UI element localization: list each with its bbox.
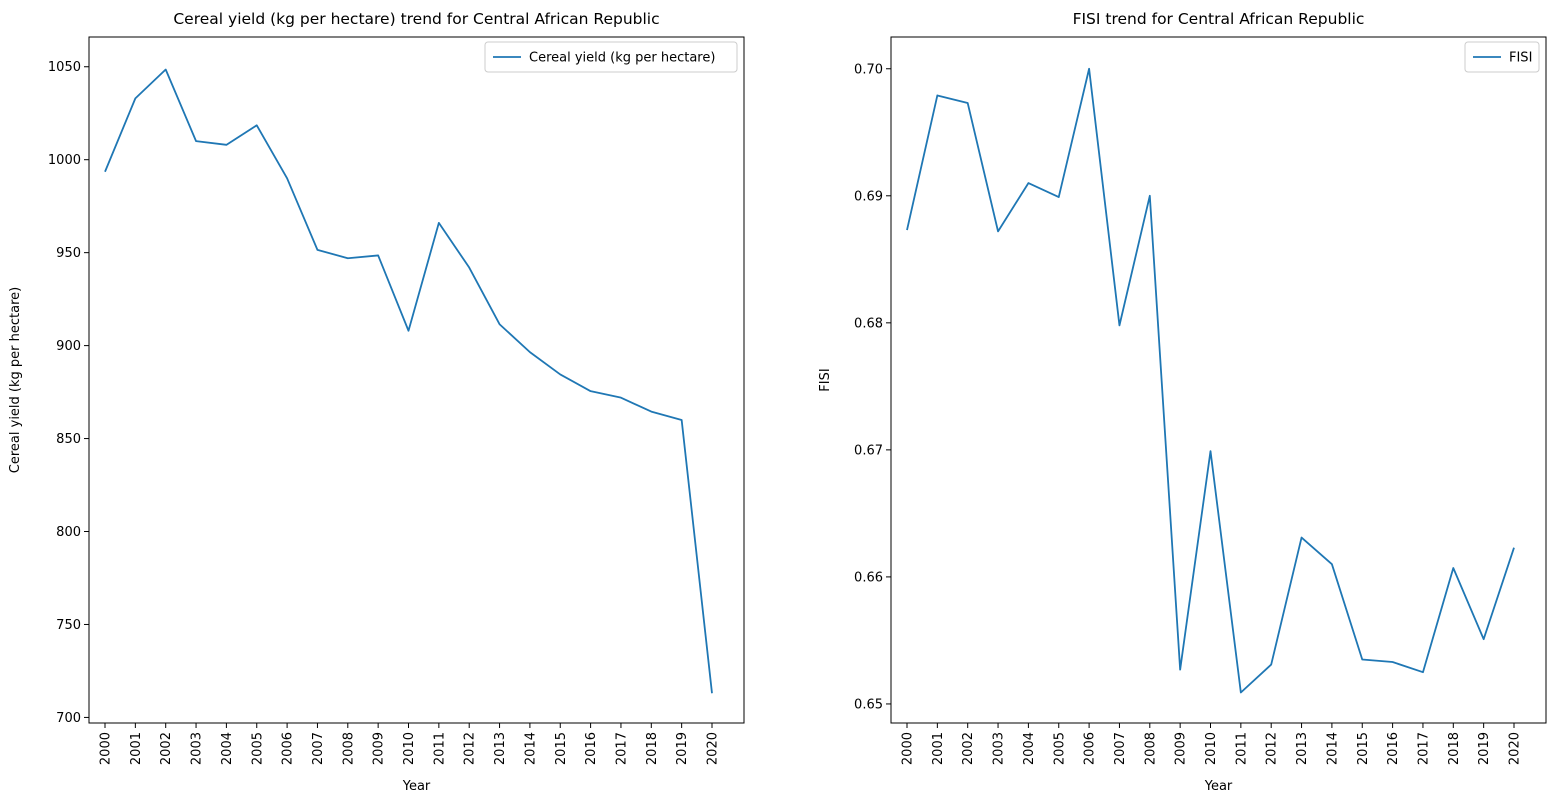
cereal-yield-chart: Cereal yield (kg per hectare) trend for …	[8, 10, 745, 794]
x-tick-label: 2015	[554, 732, 569, 765]
x-tick-label: 2000	[901, 732, 916, 765]
y-tick-label: 950	[56, 246, 81, 261]
y-tick-label: 900	[56, 339, 81, 354]
y-tick-label: 1000	[48, 153, 81, 168]
x-tick-label: 2020	[1508, 732, 1523, 765]
x-tick-label: 2009	[372, 732, 387, 765]
y-tick-label: 850	[56, 432, 81, 447]
y-axis-label: FISI	[818, 368, 833, 391]
y-tick-label: 0.68	[854, 316, 883, 331]
legend-label: FISI	[1509, 51, 1532, 66]
x-tick-label: 2015	[1356, 732, 1371, 765]
x-tick-label: 2003	[190, 732, 205, 765]
x-tick-label: 2006	[1083, 732, 1098, 765]
x-tick-label: 2001	[129, 732, 144, 765]
x-tick-label: 2017	[614, 732, 629, 765]
x-tick-label: 2017	[1416, 732, 1431, 765]
x-tick-label: 2008	[341, 732, 356, 765]
x-tick-label: 2019	[675, 732, 690, 765]
x-tick-label: 2007	[311, 732, 326, 765]
x-tick-label: 2018	[645, 732, 660, 765]
x-axis-label: Year	[1204, 779, 1233, 794]
y-tick-label: 750	[56, 618, 81, 633]
x-tick-label: 2020	[706, 732, 721, 765]
x-tick-label: 2002	[159, 732, 174, 765]
x-tick-label: 2012	[1265, 732, 1280, 765]
y-tick-label: 0.67	[854, 443, 883, 458]
y-tick-label: 0.66	[854, 570, 883, 585]
x-tick-label: 2009	[1174, 732, 1189, 765]
x-tick-label: 2005	[1052, 732, 1067, 765]
fisi-chart: FISI trend for Central African Republic Y…	[818, 10, 1547, 794]
x-tick-label: 2016	[1386, 732, 1401, 765]
legend-label: Cereal yield (kg per hectare)	[529, 51, 715, 66]
x-tick-label: 2013	[493, 732, 508, 765]
series-line	[104, 68, 713, 694]
y-tick-label: 0.70	[854, 62, 883, 77]
y-tick-label: 0.69	[854, 189, 883, 204]
x-tick-label: 2007	[1113, 732, 1128, 765]
x-tick-label: 2004	[220, 732, 235, 765]
x-tick-label: 2005	[250, 732, 265, 765]
x-tick-label: 2012	[463, 732, 478, 765]
x-tick-label: 2019	[1477, 732, 1492, 765]
x-tick-label: 2010	[1204, 732, 1219, 765]
y-tick-label: 700	[56, 711, 81, 726]
series-line	[906, 67, 1515, 694]
plot-frame	[890, 36, 1547, 724]
y-tick-label: 800	[56, 525, 81, 540]
x-tick-label: 2018	[1447, 732, 1462, 765]
x-tick-label: 2001	[931, 732, 946, 765]
y-tick-label: 1050	[48, 60, 81, 75]
x-tick-label: 2000	[99, 732, 114, 765]
chart-title: FISI trend for Central African Republic	[1073, 10, 1365, 28]
plot-frame	[88, 36, 745, 724]
x-tick-label: 2003	[992, 732, 1007, 765]
x-tick-label: 2011	[432, 732, 447, 765]
x-tick-label: 2014	[1325, 732, 1340, 765]
x-tick-label: 2013	[1295, 732, 1310, 765]
x-tick-label: 2004	[1022, 732, 1037, 765]
legend-box	[1464, 41, 1540, 73]
x-tick-label: 2010	[402, 732, 417, 765]
y-tick-label: 0.65	[854, 697, 883, 712]
y-axis-label: Cereal yield (kg per hectare)	[8, 287, 23, 473]
x-tick-label: 2016	[584, 732, 599, 765]
x-tick-label: 2008	[1143, 732, 1158, 765]
x-tick-label: 2002	[961, 732, 976, 765]
x-tick-label: 2011	[1234, 732, 1249, 765]
legend-box	[484, 41, 738, 73]
x-tick-label: 2006	[281, 732, 296, 765]
x-axis-label: Year	[402, 779, 431, 794]
chart-title: Cereal yield (kg per hectare) trend for …	[173, 10, 659, 28]
x-tick-label: 2014	[523, 732, 538, 765]
